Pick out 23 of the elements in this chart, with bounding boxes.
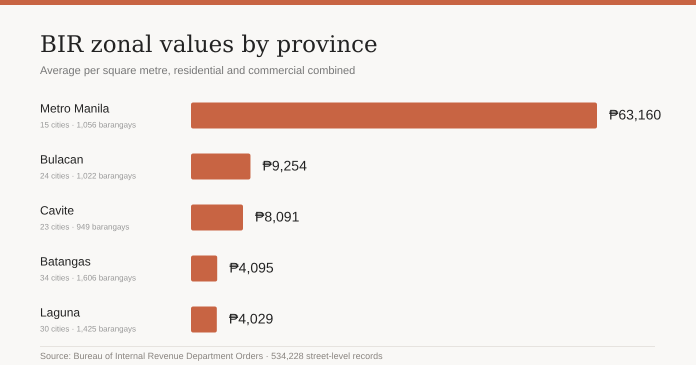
data-label: ₱4,029 <box>228 310 274 326</box>
data-label: ₱63,160 <box>609 106 662 122</box>
bar <box>191 204 244 231</box>
data-label: ₱8,091 <box>255 208 300 224</box>
y-tick-label: Laguna <box>40 306 80 320</box>
data-label: ₱4,095 <box>229 260 274 276</box>
bar <box>191 102 597 129</box>
y-tick-label: Bulacan <box>40 152 84 166</box>
source-note: Source: Bureau of Internal Revenue Department Orders · 534,228 street-level records <box>40 346 655 361</box>
chart-title: BIR zonal values by province <box>40 32 378 58</box>
text: 30 cities · 1,425 barangays <box>40 324 136 334</box>
text: 34 cities · 1,606 barangays <box>40 274 136 282</box>
bar <box>191 153 250 180</box>
text: 24 cities · 1,022 barangays <box>40 172 136 180</box>
data-label: ₱9,254 <box>262 158 308 174</box>
text: 15 cities · 1,056 barangays <box>40 120 136 130</box>
y-tick-label: Metro Manila <box>40 102 110 116</box>
text: 23 cities · 949 barangays <box>40 222 130 232</box>
y-tick-label: Cavite <box>40 204 74 218</box>
y-tick-label: Batangas <box>40 254 91 268</box>
bar <box>191 255 218 282</box>
chart-subtitle: Average per square metre, residential and commercial combined <box>40 65 356 77</box>
bar <box>191 306 217 333</box>
